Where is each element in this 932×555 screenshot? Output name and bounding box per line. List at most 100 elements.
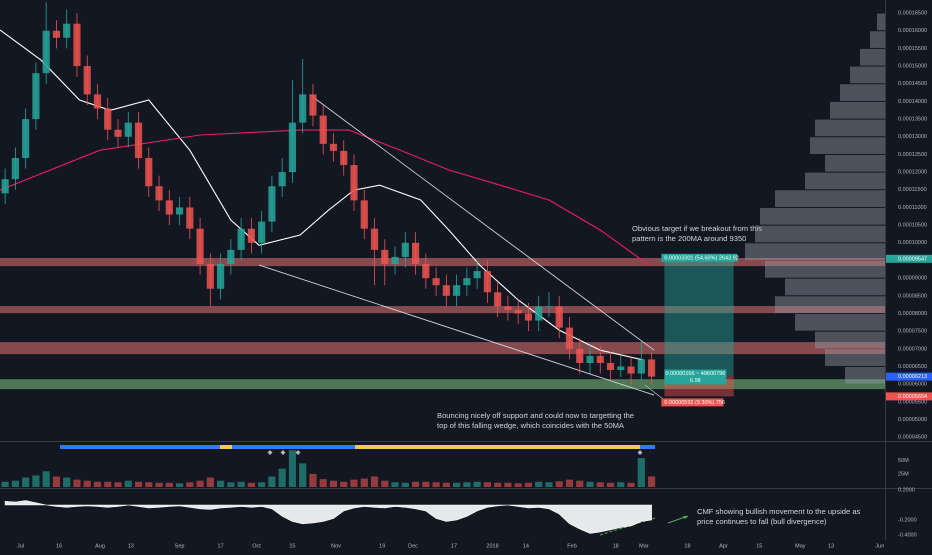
volume-bar	[545, 482, 553, 487]
y-tick-label: 0.00008500	[898, 293, 927, 299]
volume-profile-bar	[825, 349, 885, 366]
candle-body	[545, 306, 553, 308]
y-tick-label: 0.00012000	[898, 170, 927, 176]
candle-body	[422, 264, 430, 279]
volume-bar	[535, 481, 543, 487]
candle-body	[463, 278, 471, 286]
candle-body	[104, 108, 112, 130]
indicator-strip	[220, 445, 232, 449]
candle-body	[391, 256, 399, 264]
y-tick-label: 0.00015000	[898, 64, 927, 70]
x-tick-label: 17	[218, 543, 224, 549]
candle-body	[11, 157, 19, 180]
price-tag	[886, 392, 932, 401]
volume-bar	[237, 481, 245, 487]
volume-bar	[206, 477, 214, 487]
volume-profile-bar	[825, 154, 885, 172]
x-tick-label: 14	[523, 543, 529, 549]
volume-bar	[93, 481, 102, 487]
volume-bar	[483, 482, 491, 487]
y-tick-label: 0.00006500	[898, 364, 927, 370]
volume-bar	[319, 479, 327, 487]
label-box	[664, 369, 727, 385]
volume-bar	[576, 480, 584, 487]
candle-body	[514, 309, 522, 314]
volume-bar	[63, 477, 71, 487]
volume-profile-bar	[755, 225, 885, 243]
position-target	[664, 258, 734, 376]
volume-bar	[586, 481, 594, 487]
position-label: 6.98	[690, 378, 701, 384]
price-zone	[0, 257, 885, 267]
x-tick-label: Sep	[175, 543, 185, 549]
candle-body	[73, 23, 81, 67]
volume-bar	[309, 473, 317, 487]
candle-body	[494, 292, 502, 307]
volume-profile-bar	[877, 13, 885, 31]
candle-body	[175, 207, 184, 215]
volume-profile-bar	[860, 48, 885, 66]
position-label: 0.00003301 (54.60%) 2643.92	[664, 255, 738, 261]
volume-bar	[453, 482, 461, 487]
y-tick-label: 0.00013500	[898, 117, 927, 123]
volume-profile-bar	[795, 313, 885, 331]
annotation: Bouncing nicely off support and could no…	[437, 411, 634, 420]
candle-body	[319, 115, 327, 144]
volume-bar	[73, 479, 81, 487]
volume-profile-bar	[870, 31, 885, 48]
volume-bar	[422, 481, 430, 487]
volume-bar	[360, 478, 368, 487]
candle-body	[299, 94, 307, 123]
candle-body	[237, 228, 245, 250]
volume-bar	[596, 482, 604, 487]
candle-body	[196, 228, 204, 264]
price-zone	[0, 306, 885, 314]
volume-bar	[340, 481, 348, 487]
volume-bar	[350, 479, 358, 487]
x-tick-label: 13	[828, 543, 834, 549]
volume-bar	[175, 483, 184, 487]
cmf-tick-label: -0.2000	[898, 517, 917, 523]
candle-body	[432, 278, 440, 286]
volume-bar	[473, 481, 481, 487]
cmf-tick-label: -0.4000	[898, 532, 917, 538]
y-tick-label: 0.00007000	[898, 346, 927, 352]
volume-bar	[617, 482, 625, 487]
candle-body	[93, 94, 102, 109]
candle-body	[206, 264, 214, 289]
candle-body	[63, 23, 71, 38]
volume-bar	[627, 482, 635, 487]
y-tick-label: 0.00006000	[898, 382, 927, 388]
candle-body	[350, 165, 358, 201]
indicator-strip	[355, 445, 640, 449]
volume-bar	[247, 482, 255, 487]
candle-body	[453, 285, 461, 296]
label-box	[661, 398, 724, 407]
cmf-tick-label: 0.2000	[898, 487, 915, 493]
candle-body	[247, 228, 255, 243]
volume-bar	[227, 482, 235, 487]
candle-body	[278, 172, 286, 187]
volume-bar	[432, 482, 440, 487]
candle-body	[596, 355, 604, 363]
x-tick-label: Jul	[17, 543, 24, 549]
candle-body	[555, 306, 563, 328]
x-tick-label: 15	[289, 543, 295, 549]
y-tick-label: 0.00004500	[898, 435, 927, 441]
candle-body	[83, 66, 91, 95]
volume-bar	[494, 482, 502, 487]
x-tick-label: 17	[451, 543, 457, 549]
volume-bar	[514, 483, 522, 487]
candle-body	[576, 348, 584, 363]
x-tick-label: 15	[756, 543, 762, 549]
volume-bar	[288, 450, 297, 487]
y-tick-label: 0.00014000	[898, 99, 927, 105]
x-tick-label: Jun	[875, 543, 884, 549]
x-tick-label: Apr	[719, 543, 728, 549]
annotation: pattern is the 200MA around 9350	[632, 234, 746, 243]
x-tick-label: May	[795, 543, 806, 549]
volume-profile-bar	[765, 260, 885, 278]
candle-body	[535, 306, 543, 321]
y-tick-label: 0.00010500	[898, 223, 927, 229]
